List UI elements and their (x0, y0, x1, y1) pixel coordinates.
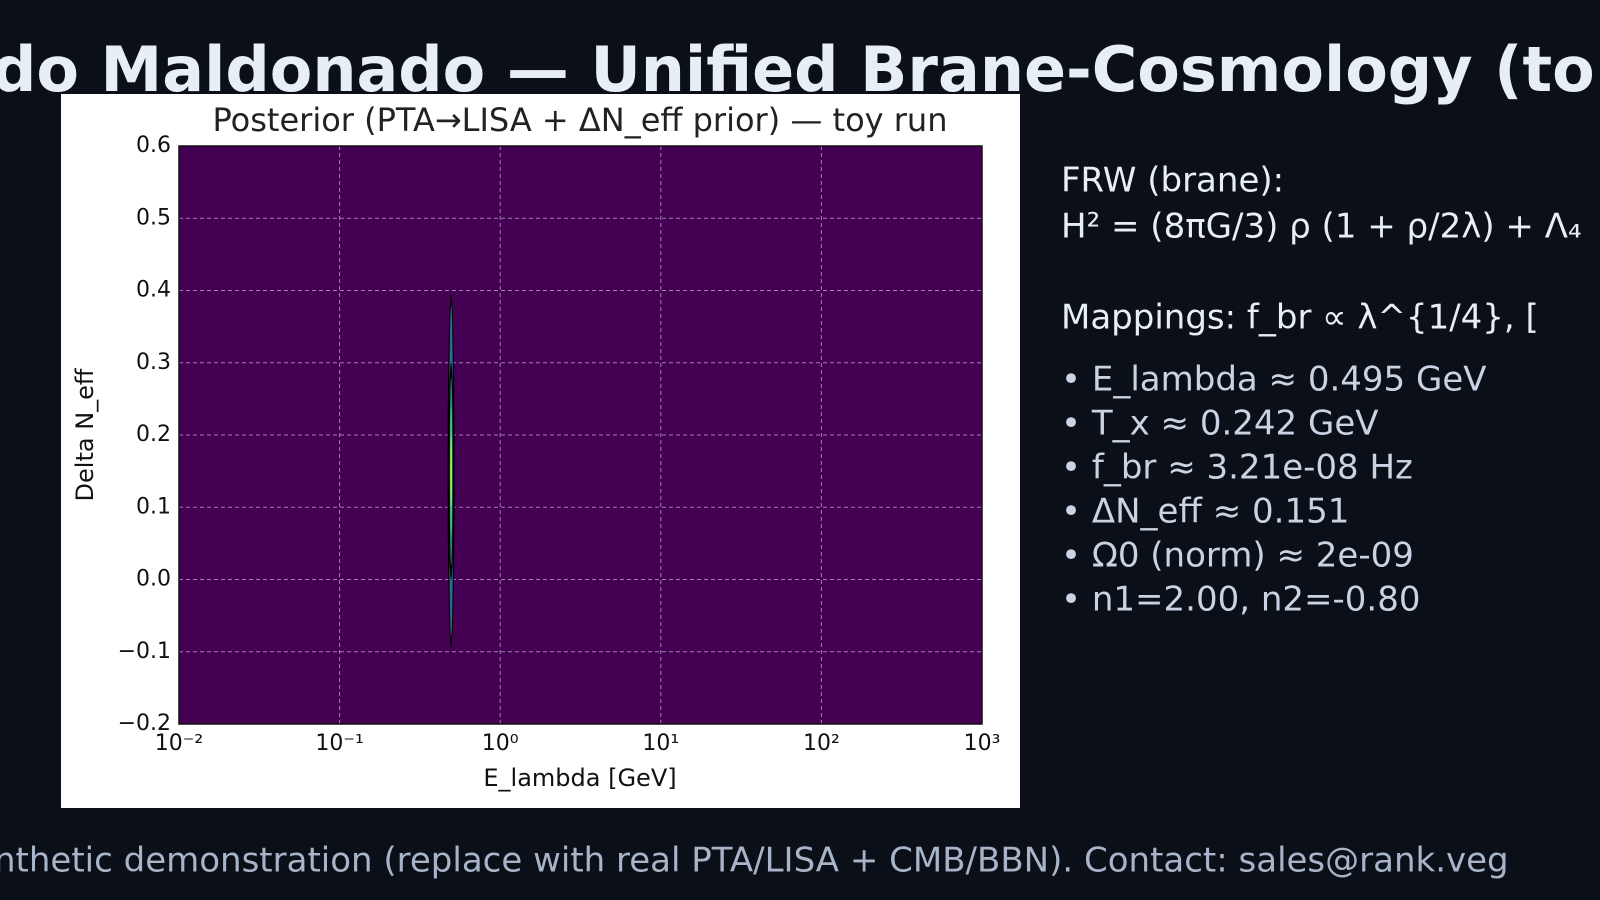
x-tick-label: 10⁰ (482, 731, 519, 756)
x-tick-label: 10⁻¹ (315, 731, 363, 756)
y-tick-label: 0.5 (136, 205, 171, 230)
side-text: FRW (brane): H² = (8πG/3) ρ (1 + ρ/2λ) + … (1061, 161, 1582, 620)
y-tick-label: 0.2 (136, 422, 171, 447)
x-axis-label: E_lambda [GeV] (483, 764, 676, 792)
side-line: • n1=2.00, n2=-0.80 (1061, 580, 1421, 620)
y-tick-label: −0.2 (118, 711, 171, 736)
side-line: H² = (8πG/3) ρ (1 + ρ/2λ) + Λ₄ (1061, 207, 1582, 247)
y-tick-label: 0.0 (136, 567, 171, 592)
x-tick-label: 10² (803, 731, 840, 756)
side-line: • f_br ≈ 3.21e-08 Hz (1061, 448, 1413, 488)
side-line: • ΔN_eff ≈ 0.151 (1061, 492, 1349, 532)
plot-frame (178, 145, 983, 725)
y-tick-label: −0.1 (118, 639, 171, 664)
side-line: FRW (brane): (1061, 161, 1284, 201)
x-tick-label: 10³ (964, 731, 1001, 756)
y-axis-label: Delta N_eff (71, 368, 99, 501)
y-tick-label: 0.4 (136, 278, 171, 303)
contour-region (450, 435, 452, 508)
chart-title: Posterior (PTA→LISA + ΔN_eff prior) — to… (213, 101, 948, 139)
side-line: • T_x ≈ 0.242 GeV (1061, 404, 1379, 444)
slide-title: do Maldonado — Unified Brane-Cosmology (… (0, 33, 1595, 106)
side-line: Mappings: f_br ∝ λ^{1/4}, [ (1061, 298, 1539, 338)
y-tick-label: 0.3 (136, 350, 171, 375)
y-tick-label: 0.1 (136, 494, 171, 519)
y-tick-label: 0.6 (136, 133, 171, 158)
footer: nthetic demonstration (replace with real… (0, 841, 1509, 881)
x-tick-label: 10¹ (642, 731, 679, 756)
x-tick-label: 10⁻² (155, 731, 203, 756)
side-line: • E_lambda ≈ 0.495 GeV (1061, 360, 1487, 400)
side-line: • Ω0 (norm) ≈ 2e-09 (1061, 536, 1414, 576)
